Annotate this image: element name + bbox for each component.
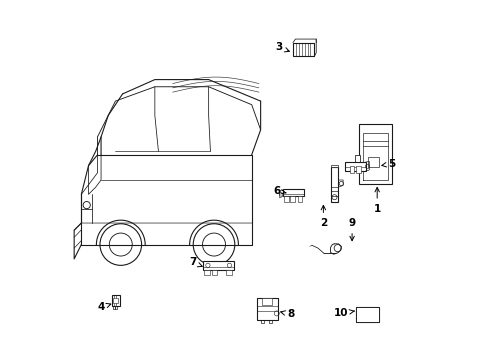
Bar [290,196,294,202]
Text: 7: 7 [188,257,202,267]
Bar [330,165,337,167]
Bar [354,155,359,164]
Text: 1: 1 [373,188,380,214]
Bar [211,270,217,275]
Bar [297,196,302,202]
Bar [203,261,233,270]
Bar [344,162,365,171]
Bar [261,298,271,305]
Bar [355,307,378,321]
Bar [284,196,288,202]
Bar [355,307,378,321]
Bar [112,295,120,306]
Bar [330,167,338,202]
Bar [283,189,304,196]
Text: 10: 10 [333,309,353,318]
Text: 3: 3 [274,42,289,52]
Bar [225,270,231,275]
Bar [367,157,378,167]
Text: 6: 6 [273,186,285,196]
Text: 2: 2 [319,206,326,228]
Bar [257,298,277,320]
Text: 8: 8 [280,310,294,319]
Bar [356,166,360,173]
Bar [359,125,391,184]
Bar [292,42,314,56]
Bar [204,270,210,275]
Bar [349,166,353,173]
Text: 4: 4 [97,302,111,312]
Text: 9: 9 [348,218,355,241]
Bar [113,298,117,303]
Text: 5: 5 [381,159,394,169]
